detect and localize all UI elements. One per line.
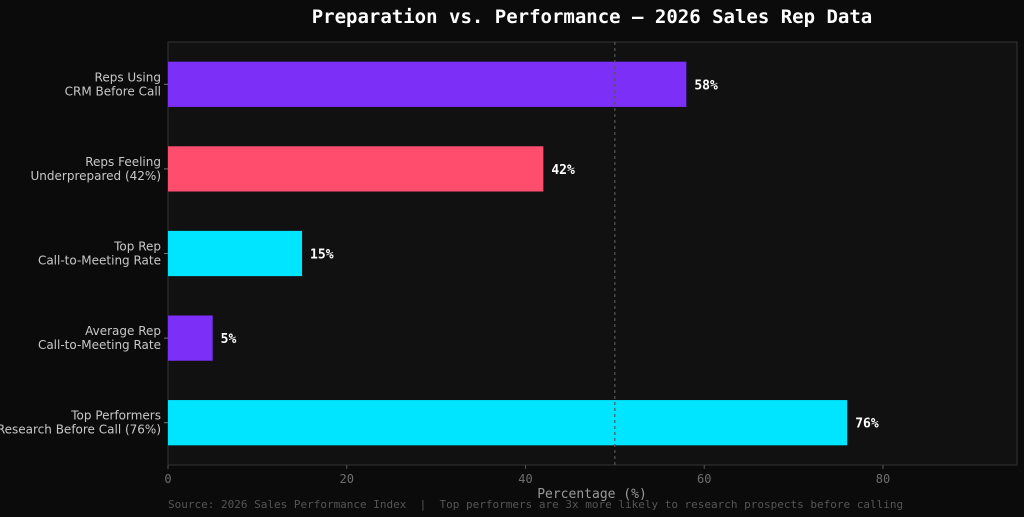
y-tick-label-line: Reps Using [95,70,161,84]
chart-title: Preparation vs. Performance — 2026 Sales… [312,6,873,28]
bar [168,61,687,107]
data-label: 76% [855,417,879,432]
data-label: 15% [310,248,334,263]
y-tick-label: Top Performers Research Before Call (76%) [0,409,161,437]
bar [168,315,213,361]
y-tick-label: Reps Feeling Underprepared (42%) [31,155,161,183]
y-tick-label-line: Call-to-Meeting Rate [38,254,161,268]
bar [168,146,544,192]
y-tick-label-line: Call-to-Meeting Rate [38,338,161,352]
y-tick-label-line: Underprepared (42%) [31,169,161,183]
y-tick-label: Reps Using CRM Before Call [65,70,161,98]
data-label: 42% [551,163,575,178]
y-tick-label-line: Average Rep [85,324,161,338]
bar [168,230,303,277]
y-tick-label-line: Reps Feeling [85,155,161,169]
data-label: 5% [221,332,237,347]
bar [168,400,848,446]
x-tick-label: 0 [164,472,171,486]
y-tick-label-line: Research Before Call (76%) [0,423,161,437]
y-tick-label-line: Top Rep [113,240,161,254]
plot-area [167,41,1018,466]
x-tick-label: 80 [876,472,890,486]
data-label: 58% [694,78,718,93]
y-tick-label: Top Rep Call-to-Meeting Rate [38,240,161,268]
x-axis-label: Percentage (%) [537,487,647,502]
x-tick-label: 40 [518,472,532,486]
source-note: Source: 2026 Sales Performance Index | T… [168,498,903,511]
y-tick-label: Average Rep Call-to-Meeting Rate [38,324,161,352]
y-tick-label-line: Top Performers [70,409,161,423]
x-tick-label: 60 [697,472,711,486]
x-tick-label: 20 [340,472,354,486]
y-tick-label-line: CRM Before Call [65,84,161,98]
